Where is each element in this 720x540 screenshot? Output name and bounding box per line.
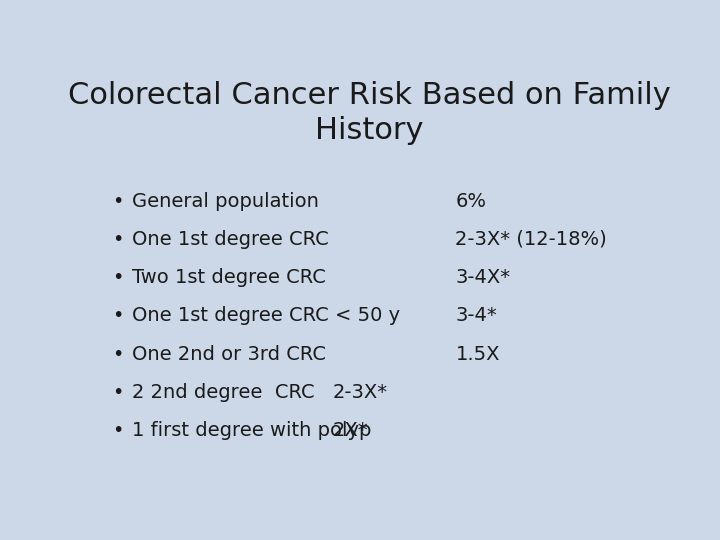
Text: One 1st degree CRC < 50 y: One 1st degree CRC < 50 y bbox=[132, 306, 400, 326]
Text: One 2nd or 3rd CRC: One 2nd or 3rd CRC bbox=[132, 345, 326, 363]
Text: •: • bbox=[112, 230, 124, 249]
Text: •: • bbox=[112, 421, 124, 440]
Text: 1.5X: 1.5X bbox=[456, 345, 500, 363]
Text: 2-3X* (12-18%): 2-3X* (12-18%) bbox=[456, 230, 607, 249]
Text: 2-3X*: 2-3X* bbox=[333, 383, 388, 402]
Text: One 1st degree CRC: One 1st degree CRC bbox=[132, 230, 328, 249]
Text: Colorectal Cancer Risk Based on Family
History: Colorectal Cancer Risk Based on Family H… bbox=[68, 82, 670, 145]
Text: •: • bbox=[112, 268, 124, 287]
Text: 3-4X*: 3-4X* bbox=[456, 268, 510, 287]
Text: 2X*: 2X* bbox=[333, 421, 369, 440]
Text: Two 1st degree CRC: Two 1st degree CRC bbox=[132, 268, 325, 287]
Text: 1 first degree with polyp: 1 first degree with polyp bbox=[132, 421, 372, 440]
Text: •: • bbox=[112, 306, 124, 326]
Text: 3-4*: 3-4* bbox=[456, 306, 498, 326]
Text: •: • bbox=[112, 383, 124, 402]
Text: 2 2nd degree  CRC: 2 2nd degree CRC bbox=[132, 383, 315, 402]
Text: General population: General population bbox=[132, 192, 319, 211]
Text: •: • bbox=[112, 345, 124, 363]
Text: 6%: 6% bbox=[456, 192, 487, 211]
Text: •: • bbox=[112, 192, 124, 211]
